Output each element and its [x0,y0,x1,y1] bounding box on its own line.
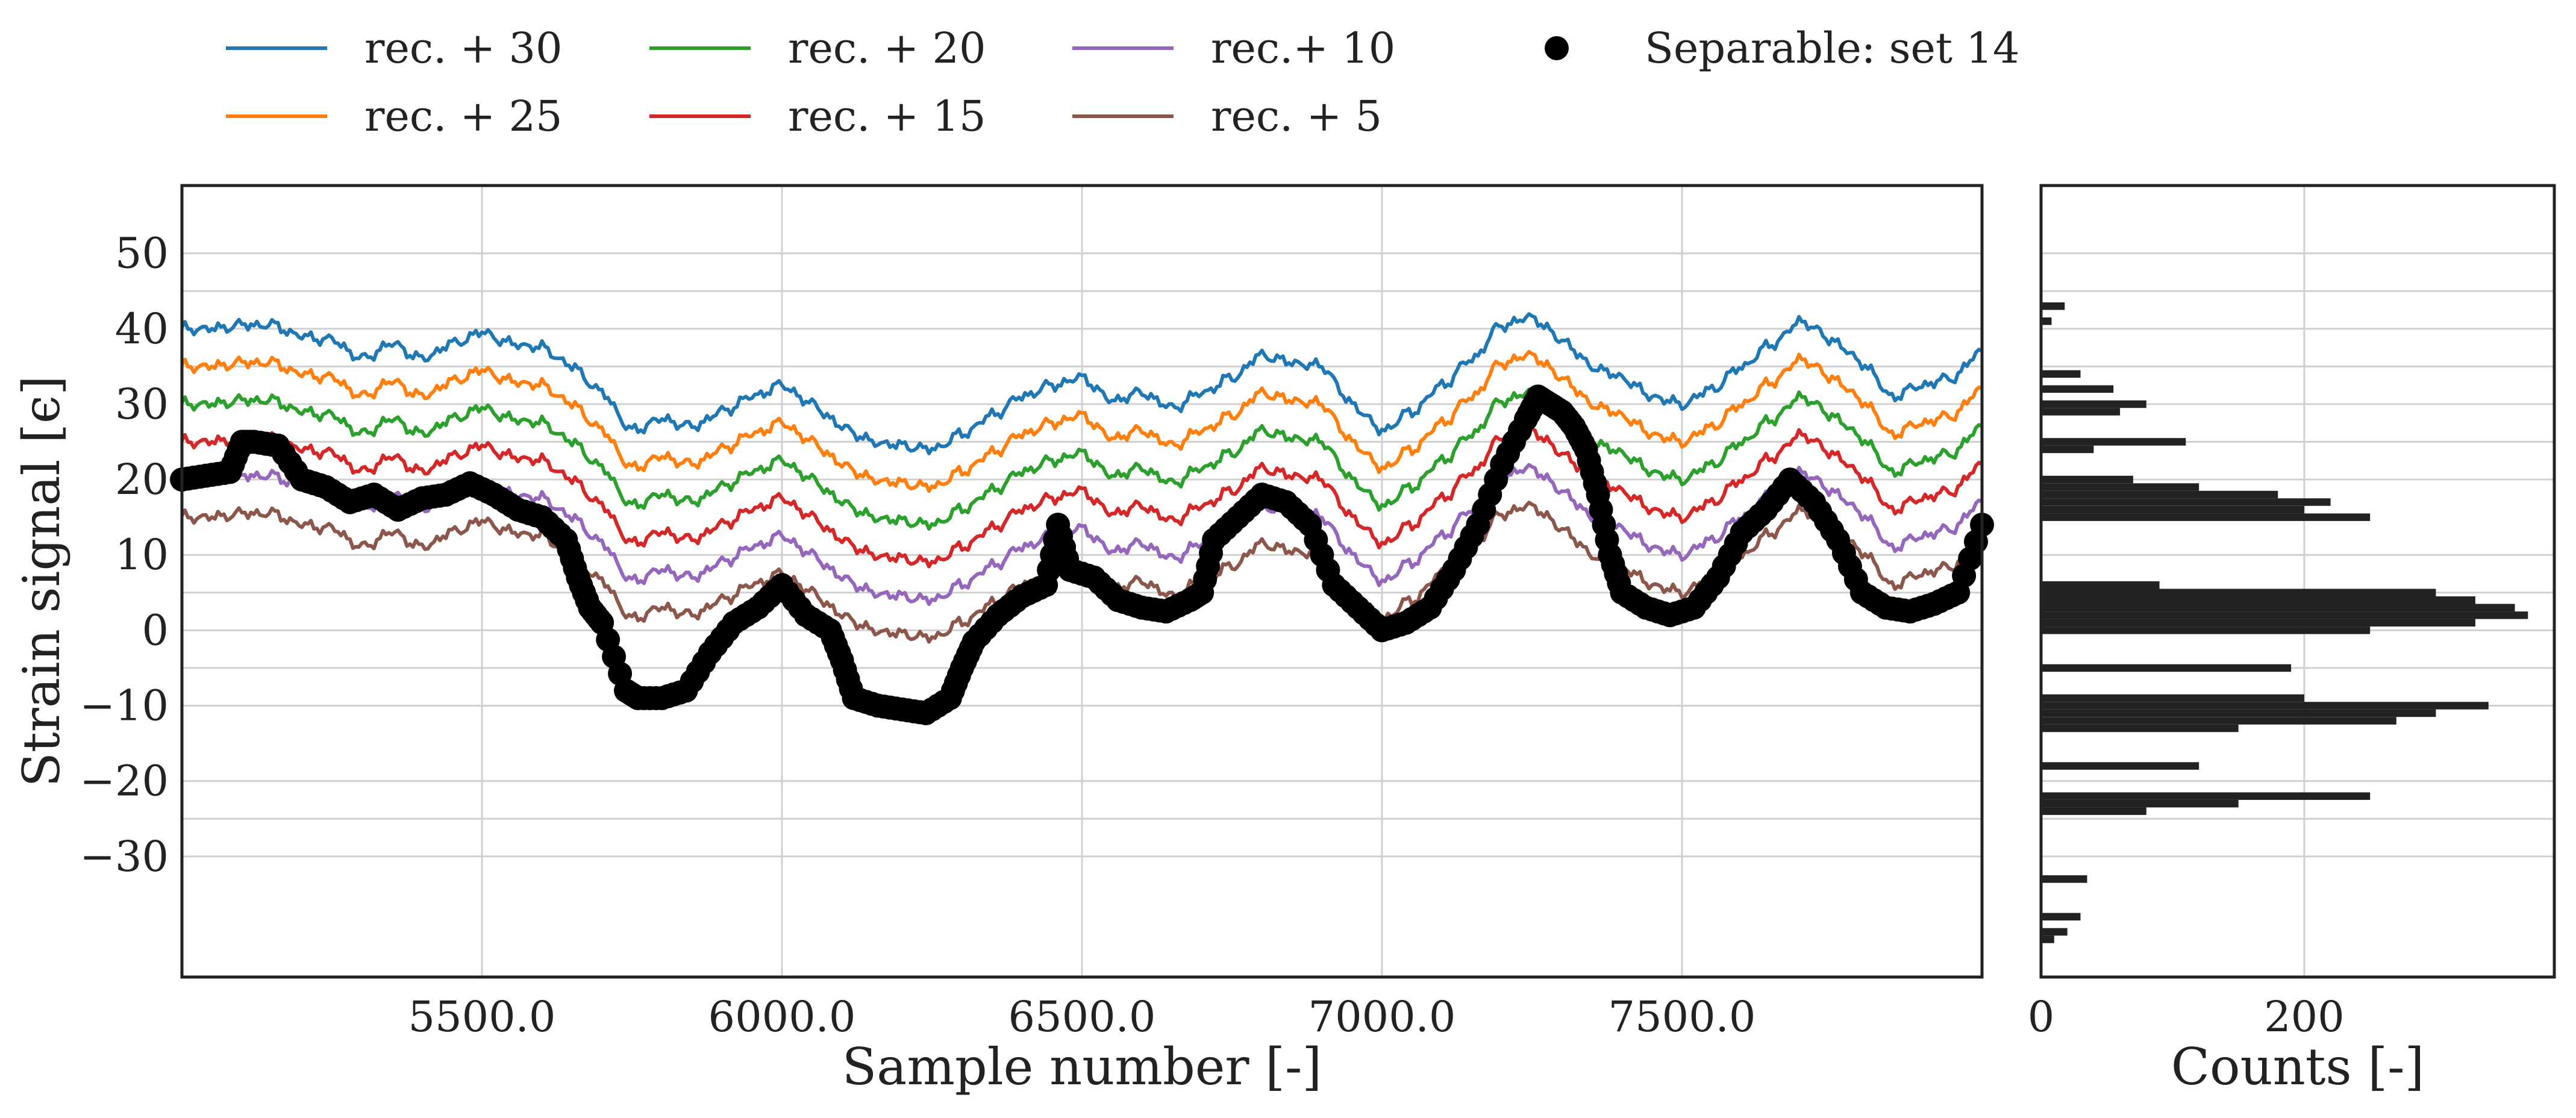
y-tick-label: 50 [115,229,169,278]
hist-bar [2041,438,2186,446]
legend-label: rec. + 30 [364,23,563,73]
hist-bar [2041,694,2304,702]
y-tick-label: −30 [80,832,169,881]
hist-bar [2041,626,2371,634]
legend-swatch [1545,36,1569,60]
y-tick-label: 20 [115,455,169,504]
legend-entry-6: rec. + 5 [1072,92,1382,141]
main-tick-labels: 5500.0 6000.0 6500.0 7000.0 7500.0 −30 −20 −10 0… [80,229,1755,1041]
hist-x-axis-label: Counts [-] [2171,1037,2425,1096]
legend-label: Separable: set 14 [1645,23,2019,73]
hist-bar [2041,513,2371,521]
series-line-2 [180,349,1983,493]
hist-bar [2041,589,2436,596]
hist-bar [2041,709,2436,717]
y-tick-label: 10 [115,530,169,579]
hist-bar [2041,400,2146,408]
hist-bar [2041,581,2160,589]
hist-bar [2041,475,2133,484]
hist-bar [2041,604,2515,611]
hist-bar [2041,807,2146,815]
hist-tick-labels: 0 200 [2028,992,2345,1041]
hist-bar [2041,370,2081,378]
x-tick-label: 0 [2028,992,2055,1041]
hist-bar [2041,792,2371,800]
series-line-4 [180,425,1983,569]
legend-entry-3: rec. + 20 [649,23,986,73]
legend-label: rec. + 25 [364,92,563,141]
legend-label: rec. + 5 [1211,92,1382,141]
hist-bar [2041,935,2054,943]
main-plot-frame [180,184,1984,979]
legend-label: rec.+ 10 [1211,23,1395,73]
y-tick-label: −10 [80,681,169,730]
hist-bar [2041,702,2489,710]
legend-label: rec. + 15 [788,92,986,141]
legend-label: rec. + 20 [788,23,986,73]
y-tick-label: 0 [142,605,169,655]
y-tick-label: 30 [115,379,169,429]
y-axis-label: Strain signal [ϵ] [12,375,71,787]
x-tick-label: 6000.0 [708,992,856,1041]
hist-bar [2041,619,2475,627]
hist-bars [2041,302,2528,943]
hist-bar [2041,385,2114,393]
scatter-group [170,384,1994,725]
series-line-3 [180,387,1983,531]
hist-bar [2041,302,2065,310]
y-tick-label: −20 [80,757,169,806]
hist-bar [2041,717,2396,725]
hist-bar [2041,445,2094,454]
hist-bar [2041,664,2292,672]
series-line-1 [180,312,1983,455]
hist-bar [2041,724,2239,732]
hist-bar [2041,483,2199,491]
x-tick-label: 7000.0 [1308,992,1456,1041]
hist-bar [2041,913,2081,921]
hist-bar [2041,928,2068,936]
x-axis-label: Sample number [-] [842,1037,1322,1096]
legend-entry-2: rec. + 25 [226,92,563,141]
y-tick-label: 40 [115,304,169,354]
hist-bar [2041,408,2121,416]
hist-bar [2041,317,2052,325]
x-tick-label: 7500.0 [1608,992,1756,1041]
legend-entry-7: Separable: set 14 [1545,23,2019,73]
hist-bar [2041,799,2239,808]
main-plot-panel: 5500.0 6000.0 6500.0 7000.0 7500.0 −30 −20 −10 0… [12,184,1994,1096]
legend-entry-5: rec.+ 10 [1072,23,1395,73]
legend-entry-4: rec. + 15 [649,92,986,141]
x-tick-label: 5500.0 [408,992,556,1041]
hist-bar [2041,875,2087,883]
main-gridlines [182,186,1982,977]
hist-bar [2041,762,2199,770]
hist-bar [2041,611,2528,619]
legend: rec. + 30 rec. + 25 rec. + 20 rec. + 15 rec.… [226,23,2019,141]
histogram-frame [2039,184,2556,979]
x-tick-label: 200 [2264,992,2345,1041]
hist-bar [2041,498,2331,506]
hist-bar [2041,490,2278,499]
hist-bar [2041,505,2304,514]
x-tick-label: 6500.0 [1008,992,1156,1041]
hist-bar [2041,596,2475,604]
legend-entry-1: rec. + 30 [226,23,563,73]
